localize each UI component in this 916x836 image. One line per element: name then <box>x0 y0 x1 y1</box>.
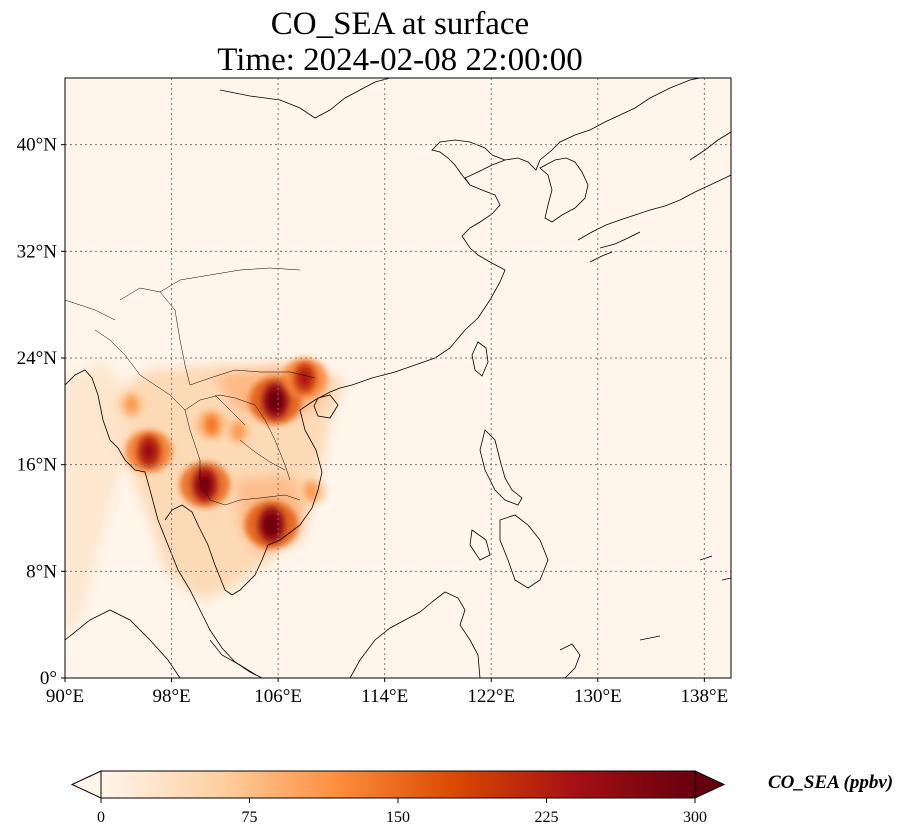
lat-tick-label-40: 40°N <box>17 135 58 156</box>
colorbar-tick-label-225: 225 <box>535 809 559 826</box>
coastline-taiwan <box>471 341 489 377</box>
colorbar: 0 75 150 225 300 CO_SEA (ppbv) <box>70 770 893 826</box>
concentration-hotspots <box>116 357 328 549</box>
coastline-siberia <box>219 78 391 119</box>
colorbar-gradient <box>101 771 695 798</box>
latitude-axis: 0° 8°N 16°N 24°N 32°N 40°N <box>17 135 65 689</box>
hotspot-core-0 <box>263 513 280 536</box>
hotspot-core-5 <box>206 417 217 432</box>
colorbar-extend-high <box>694 770 726 799</box>
longitude-axis: 90°E 98°E 106°E 114°E 122°E 130°E 138°E <box>46 678 728 707</box>
lat-tick-label-24: 24°N <box>17 348 58 369</box>
gridlines <box>65 78 731 678</box>
lon-tick-label-106: 106°E <box>254 686 302 707</box>
map-frame <box>64 77 732 679</box>
coastline-hainan <box>313 394 339 419</box>
lon-tick-label-130: 130°E <box>574 686 622 707</box>
lat-tick-label-16: 16°N <box>17 455 58 476</box>
coastline-borneo <box>349 591 481 678</box>
lat-tick-label-8: 8°N <box>26 561 57 582</box>
hotspot-core-6 <box>233 425 243 438</box>
hotspot-core-7 <box>127 398 137 411</box>
coastline-korea <box>539 157 589 223</box>
hotspot-core-8 <box>306 485 316 498</box>
colorbar-extend-low <box>70 770 102 799</box>
map-title-line1: CO_SEA at surface <box>270 6 530 42</box>
coastline-sumatra-malaya <box>65 609 257 678</box>
concentration-field <box>65 357 345 640</box>
coastline-philippines-south <box>469 514 549 589</box>
map-title-line2: Time: 2024-02-08 22:00:00 <box>217 42 583 78</box>
coastlines <box>65 78 731 678</box>
hotspot-core-4 <box>298 368 312 388</box>
coastline-sulawesi-newguinea <box>559 555 731 678</box>
colorbar-tick-label-150: 150 <box>386 809 410 826</box>
coastline-japan <box>577 131 731 263</box>
bay-of-bengal-haze <box>65 360 130 640</box>
coastline-shandong-bohai <box>431 139 506 186</box>
colorbar-ticks: 0 75 150 225 300 <box>97 798 707 826</box>
lon-tick-label-90: 90°E <box>46 686 84 707</box>
hotspot-core-2 <box>197 474 213 495</box>
colorbar-tick-label-300: 300 <box>683 809 707 826</box>
coastline-luzon <box>479 429 523 506</box>
colorbar-tick-label-0: 0 <box>97 809 105 826</box>
lon-tick-label-98: 98°E <box>152 686 190 707</box>
lat-tick-label-32: 32°N <box>17 241 58 262</box>
map-panel: 90°E 98°E 106°E 114°E 122°E 130°E 138°E 0° 8°N 1… <box>17 77 732 707</box>
colorbar-title: CO_SEA (ppbv) <box>768 772 893 793</box>
lon-tick-label-122: 122°E <box>467 686 515 707</box>
lat-tick-label-0: 0° <box>40 668 57 689</box>
hotspot-core-3 <box>142 441 156 461</box>
lon-tick-label-114: 114°E <box>361 686 408 707</box>
borders <box>65 267 316 506</box>
colorbar-tick-label-75: 75 <box>242 809 258 826</box>
lon-tick-label-138: 138°E <box>681 686 729 707</box>
hotspot-core-1 <box>267 389 284 412</box>
country-borders <box>65 267 316 506</box>
